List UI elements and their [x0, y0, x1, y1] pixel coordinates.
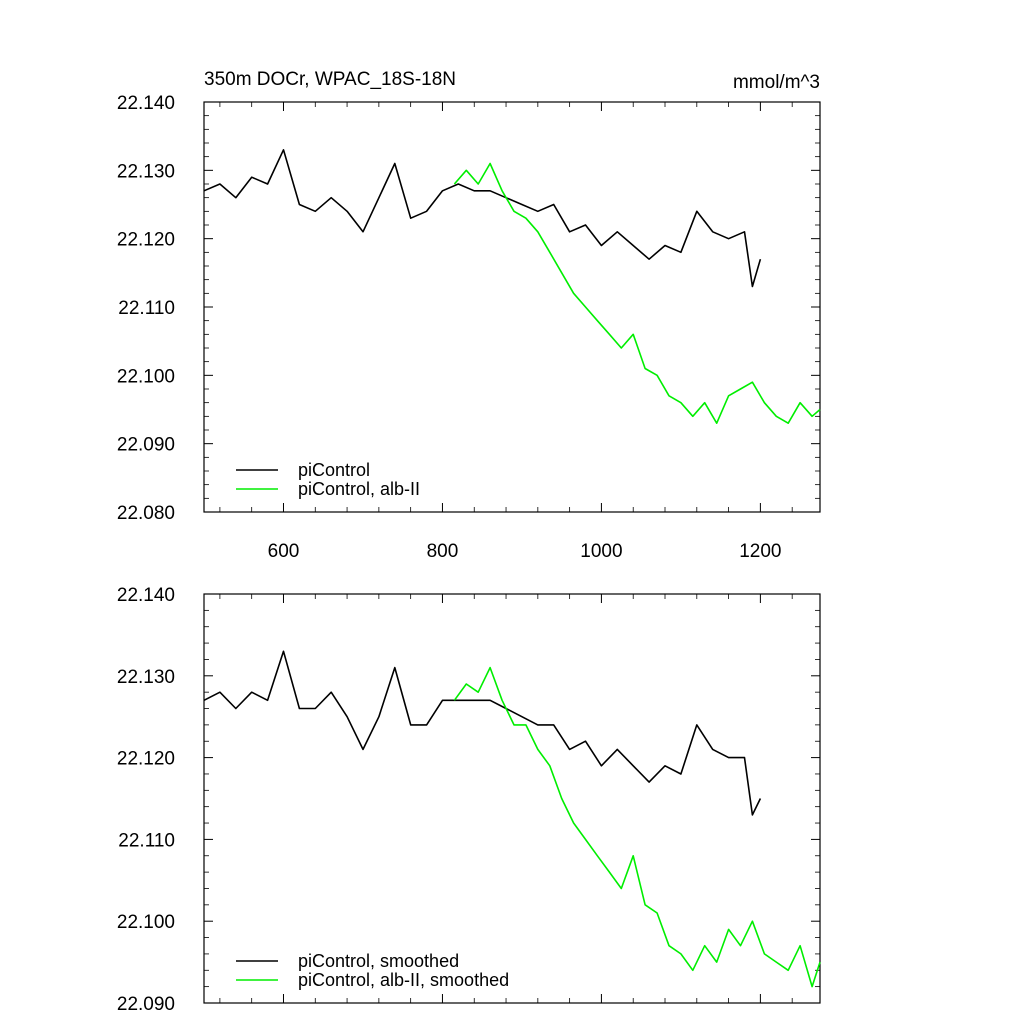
y-tick-label: 22.120	[117, 230, 175, 251]
y-tick-label: 22.130	[117, 161, 175, 182]
y-tick-label: 22.090	[117, 994, 175, 1015]
x-tick-label: 800	[427, 541, 459, 562]
y-tick-label: 22.100	[117, 912, 175, 933]
legend-label: piControl, smoothed	[298, 951, 459, 971]
x-tick-label: 600	[268, 541, 300, 562]
y-tick-label: 22.110	[118, 830, 175, 851]
series-line-alb-ii	[453, 666, 821, 988]
y-tick-label: 22.130	[117, 667, 175, 688]
x-tick-label: 1200	[739, 541, 781, 562]
plot-frame-2	[203, 593, 821, 1004]
series-line-picontrol	[203, 149, 762, 288]
y-tick-label: 22.140	[117, 93, 175, 114]
legend-label: piControl, alb-II	[298, 479, 420, 499]
y-tick-label: 22.080	[117, 503, 175, 524]
y-tick-label: 22.090	[117, 435, 175, 456]
y-tick-label: 22.100	[117, 366, 175, 387]
chart-title: 350m DOCr, WPAC_18S-18N	[204, 69, 456, 90]
y-tick-label: 22.120	[117, 749, 175, 770]
y-tick-label: 22.140	[117, 585, 175, 606]
legend-label: piControl, alb-II, smoothed	[298, 970, 509, 990]
x-tick-label: 1000	[580, 541, 622, 562]
series-line-picontrol	[203, 650, 762, 816]
plot-frame-1	[203, 101, 821, 513]
chart-units: mmol/m^3	[733, 72, 820, 93]
series-line-alb-ii	[453, 162, 821, 425]
y-tick-label: 22.110	[118, 298, 175, 319]
legend-label: piControl	[298, 460, 370, 480]
